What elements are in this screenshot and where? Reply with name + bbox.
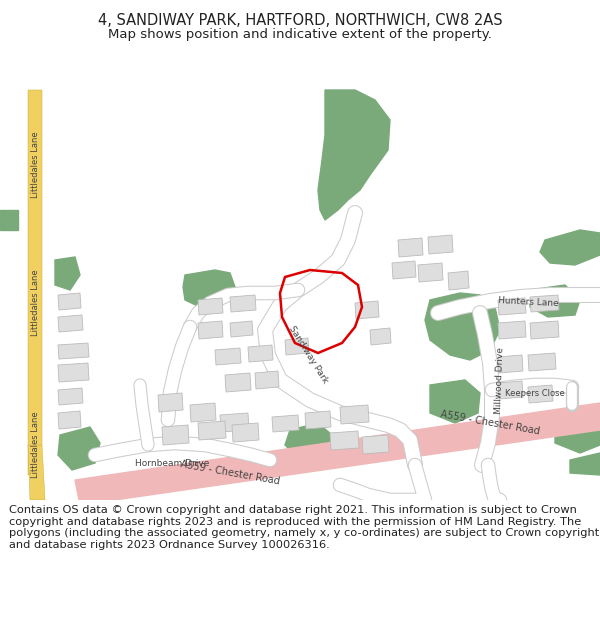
Polygon shape — [28, 90, 42, 475]
Text: Littledales Lane: Littledales Lane — [31, 412, 40, 478]
Polygon shape — [285, 338, 309, 355]
Text: Keepers Close: Keepers Close — [505, 389, 565, 398]
Polygon shape — [305, 411, 331, 429]
Polygon shape — [392, 261, 416, 279]
Polygon shape — [183, 270, 235, 307]
Polygon shape — [220, 413, 249, 432]
Polygon shape — [448, 271, 469, 290]
Polygon shape — [355, 301, 379, 319]
Polygon shape — [58, 343, 89, 359]
Polygon shape — [570, 453, 600, 475]
Polygon shape — [398, 238, 423, 257]
Text: Hunters Lane: Hunters Lane — [497, 296, 559, 308]
Polygon shape — [318, 90, 390, 220]
Text: Littledales Lane: Littledales Lane — [31, 270, 40, 336]
Polygon shape — [330, 431, 359, 450]
Polygon shape — [58, 315, 83, 332]
Polygon shape — [418, 263, 443, 282]
Polygon shape — [58, 293, 81, 310]
Polygon shape — [230, 321, 253, 337]
Polygon shape — [498, 381, 523, 399]
Polygon shape — [198, 421, 226, 440]
Polygon shape — [340, 405, 369, 424]
Text: A559 - Chester Road: A559 - Chester Road — [179, 459, 280, 487]
Text: Littledales Lane: Littledales Lane — [31, 132, 40, 198]
Polygon shape — [225, 373, 251, 392]
Polygon shape — [498, 298, 526, 315]
Polygon shape — [215, 348, 241, 365]
Polygon shape — [58, 388, 83, 405]
Polygon shape — [530, 295, 559, 312]
Text: 4, SANDIWAY PARK, HARTFORD, NORTHWICH, CW8 2AS: 4, SANDIWAY PARK, HARTFORD, NORTHWICH, C… — [98, 13, 502, 28]
Polygon shape — [198, 321, 223, 339]
Polygon shape — [158, 393, 183, 412]
Polygon shape — [55, 257, 80, 290]
Polygon shape — [248, 345, 273, 362]
Polygon shape — [162, 425, 189, 445]
Polygon shape — [190, 403, 216, 422]
Polygon shape — [188, 273, 215, 300]
Polygon shape — [75, 403, 600, 505]
Polygon shape — [498, 355, 523, 373]
Polygon shape — [198, 298, 223, 315]
Polygon shape — [0, 210, 18, 230]
Polygon shape — [232, 423, 259, 442]
Text: Map shows position and indicative extent of the property.: Map shows position and indicative extent… — [108, 28, 492, 41]
Text: Sandiway Park: Sandiway Park — [287, 324, 329, 386]
Text: Millwood Drive: Millwood Drive — [494, 346, 506, 414]
Polygon shape — [272, 415, 299, 432]
Polygon shape — [530, 321, 559, 339]
Polygon shape — [58, 363, 89, 382]
Polygon shape — [285, 423, 332, 460]
Polygon shape — [255, 371, 279, 389]
Polygon shape — [555, 413, 600, 453]
Polygon shape — [370, 328, 391, 345]
Polygon shape — [230, 295, 256, 312]
Polygon shape — [58, 427, 100, 470]
Polygon shape — [428, 235, 453, 254]
Polygon shape — [498, 321, 526, 339]
Text: Hornbeam Drive: Hornbeam Drive — [135, 459, 209, 468]
Polygon shape — [28, 445, 45, 500]
Polygon shape — [58, 411, 81, 429]
Polygon shape — [530, 285, 580, 317]
Polygon shape — [362, 435, 389, 454]
Polygon shape — [430, 380, 480, 423]
Text: A559 - Chester Road: A559 - Chester Road — [440, 409, 541, 437]
Text: Contains OS data © Crown copyright and database right 2021. This information is : Contains OS data © Crown copyright and d… — [9, 505, 599, 550]
Polygon shape — [528, 353, 556, 371]
Polygon shape — [425, 293, 500, 360]
Polygon shape — [528, 385, 553, 403]
Polygon shape — [540, 230, 600, 265]
